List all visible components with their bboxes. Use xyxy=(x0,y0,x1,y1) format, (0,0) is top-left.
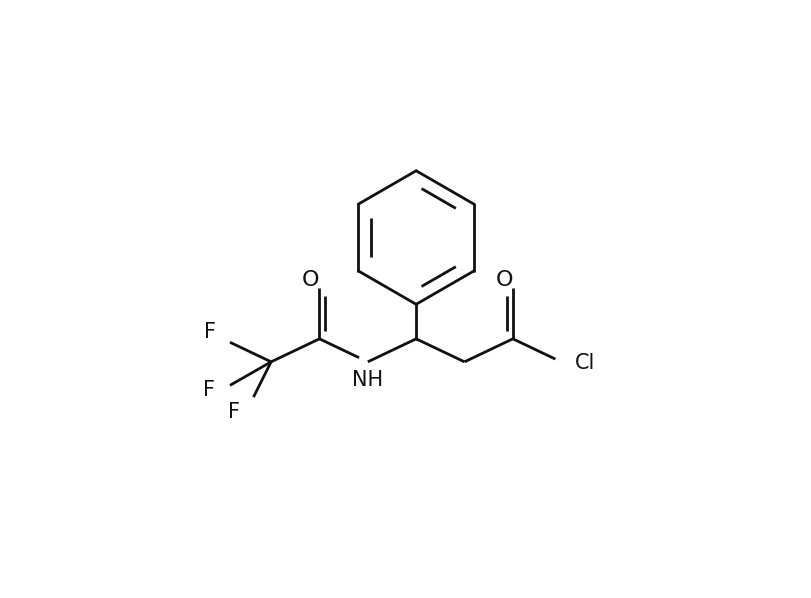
Text: O: O xyxy=(301,270,319,290)
Text: F: F xyxy=(203,380,215,401)
Text: O: O xyxy=(496,270,513,290)
Text: NH: NH xyxy=(352,370,383,390)
Text: Cl: Cl xyxy=(574,353,594,373)
Text: F: F xyxy=(228,402,240,422)
Text: F: F xyxy=(204,322,216,342)
